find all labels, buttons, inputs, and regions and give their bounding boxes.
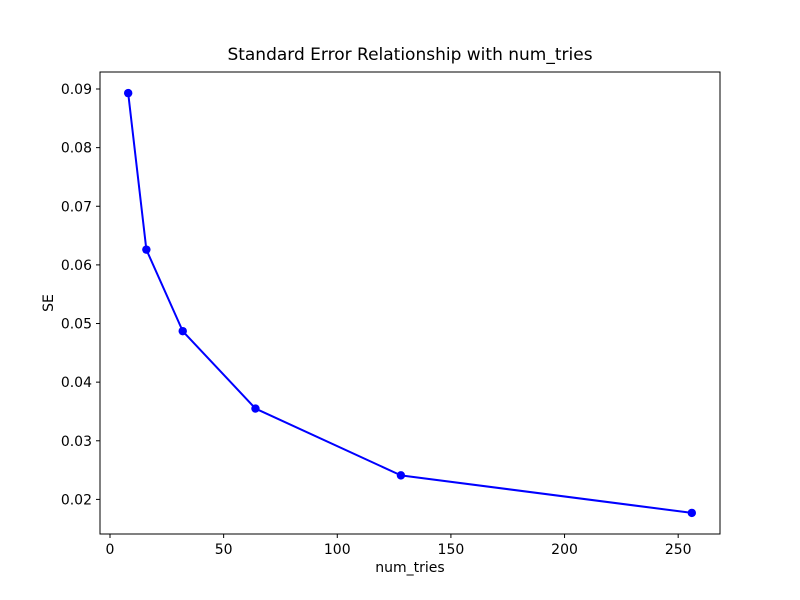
y-tick-label: 0.09: [61, 82, 92, 98]
y-axis-label: SE: [41, 294, 57, 312]
y-tick-label: 0.08: [61, 141, 92, 157]
x-tick-label: 250: [665, 542, 692, 558]
x-tick-label: 100: [324, 542, 351, 558]
chart-title: Standard Error Relationship with num_tri…: [227, 45, 593, 65]
x-tick-label: 200: [551, 542, 578, 558]
y-tick-label: 0.02: [61, 492, 92, 508]
data-point: [142, 245, 151, 254]
x-tick-label: 150: [438, 542, 465, 558]
plot-border: [99, 71, 721, 535]
data-point: [251, 404, 260, 413]
y-tick-label: 0.06: [61, 258, 92, 274]
y-tick-label: 0.04: [61, 375, 92, 391]
y-tick-label: 0.07: [61, 199, 92, 215]
data-point: [178, 326, 187, 336]
data-point: [123, 88, 133, 98]
y-tick-label: 0.03: [61, 434, 92, 450]
x-axis-label: num_tries: [375, 560, 445, 576]
data-point: [396, 471, 406, 480]
x-tick-label: 50: [215, 542, 233, 558]
y-tick-label: 0.05: [61, 317, 92, 333]
data-point: [687, 508, 697, 518]
x-tick-label: 0: [106, 542, 115, 558]
data-line: [127, 92, 693, 514]
